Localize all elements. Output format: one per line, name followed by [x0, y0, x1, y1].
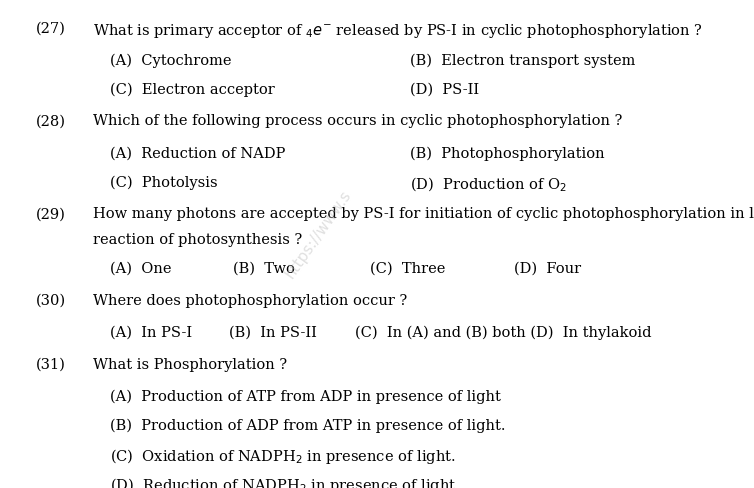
Text: (B)  Photophosphorylation: (B) Photophosphorylation: [410, 146, 605, 161]
Text: (B)  Two: (B) Two: [233, 262, 295, 276]
Text: How many photons are accepted by PS-I for initiation of cyclic photophosphorylat: How many photons are accepted by PS-I fo…: [93, 207, 754, 221]
Text: (A)  Cytochrome: (A) Cytochrome: [109, 54, 231, 68]
Text: Where does photophosphorylation occur ?: Where does photophosphorylation occur ?: [93, 294, 406, 308]
Text: (29): (29): [35, 207, 66, 221]
Text: (A)  In PS-I: (A) In PS-I: [109, 325, 192, 340]
Text: (31): (31): [35, 358, 66, 372]
Text: (A)  Production of ATP from ADP in presence of light: (A) Production of ATP from ADP in presen…: [109, 390, 501, 404]
Text: (D)  PS-II: (D) PS-II: [410, 82, 480, 96]
Text: (D)  Four: (D) Four: [513, 262, 581, 276]
Text: (B)  Electron transport system: (B) Electron transport system: [410, 54, 636, 68]
Text: (D)  Reduction of NADPH$_{2}$ in presence of light.: (D) Reduction of NADPH$_{2}$ in presence…: [109, 476, 459, 488]
Text: (B)  Production of ADP from ATP in presence of light.: (B) Production of ADP from ATP in presen…: [109, 419, 505, 433]
Text: (28): (28): [35, 114, 66, 128]
Text: (C)  Oxidation of NADPH$_{2}$ in presence of light.: (C) Oxidation of NADPH$_{2}$ in presence…: [109, 447, 455, 466]
Text: (C)  In (A) and (B) both (D)  In thylakoid: (C) In (A) and (B) both (D) In thylakoid: [355, 325, 651, 340]
Text: Which of the following process occurs in cyclic photophosphorylation ?: Which of the following process occurs in…: [93, 114, 622, 128]
Text: https://www.s: https://www.s: [282, 188, 354, 281]
Text: (B)  In PS-II: (B) In PS-II: [229, 325, 317, 340]
Text: (A)  Reduction of NADP: (A) Reduction of NADP: [109, 146, 285, 161]
Text: (C)  Photolysis: (C) Photolysis: [109, 175, 217, 189]
Text: (A)  One: (A) One: [109, 262, 171, 276]
Text: (C)  Three: (C) Three: [369, 262, 445, 276]
Text: (27): (27): [35, 21, 66, 36]
Text: reaction of photosynthesis ?: reaction of photosynthesis ?: [93, 233, 302, 247]
Text: (D)  Production of O$_{2}$: (D) Production of O$_{2}$: [410, 175, 567, 194]
Text: (C)  Electron acceptor: (C) Electron acceptor: [109, 82, 274, 97]
Text: What is Phosphorylation ?: What is Phosphorylation ?: [93, 358, 287, 372]
Text: (30): (30): [35, 294, 66, 308]
Text: What is primary acceptor of $_{4}e^{-}$ released by PS-I in cyclic photophosphor: What is primary acceptor of $_{4}e^{-}$ …: [93, 21, 703, 40]
